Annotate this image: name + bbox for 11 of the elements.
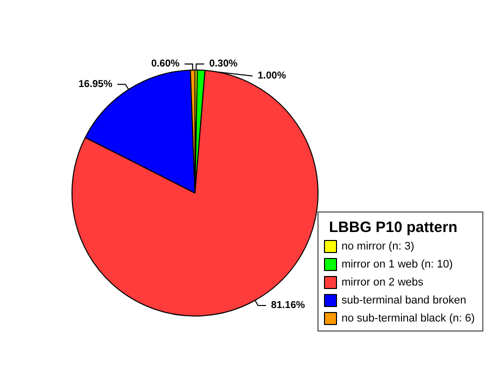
legend-label: no mirror (n: 3) [342,240,414,252]
legend-title: LBBG P10 pattern [329,219,458,236]
legend-label: mirror on 2 webs [342,276,424,288]
legend-label: sub-terminal band broken [342,294,466,306]
legend-label: no sub-terminal black (n: 6) [342,312,475,324]
legend-label: mirror on 1 web (n: 10) [342,258,453,270]
data-label: 0.30% [209,58,238,70]
data-label: 16.95% [78,78,112,90]
data-label: 81.16% [271,300,306,312]
data-label: 0.60% [151,58,180,70]
data-label: 1.00% [258,70,286,82]
